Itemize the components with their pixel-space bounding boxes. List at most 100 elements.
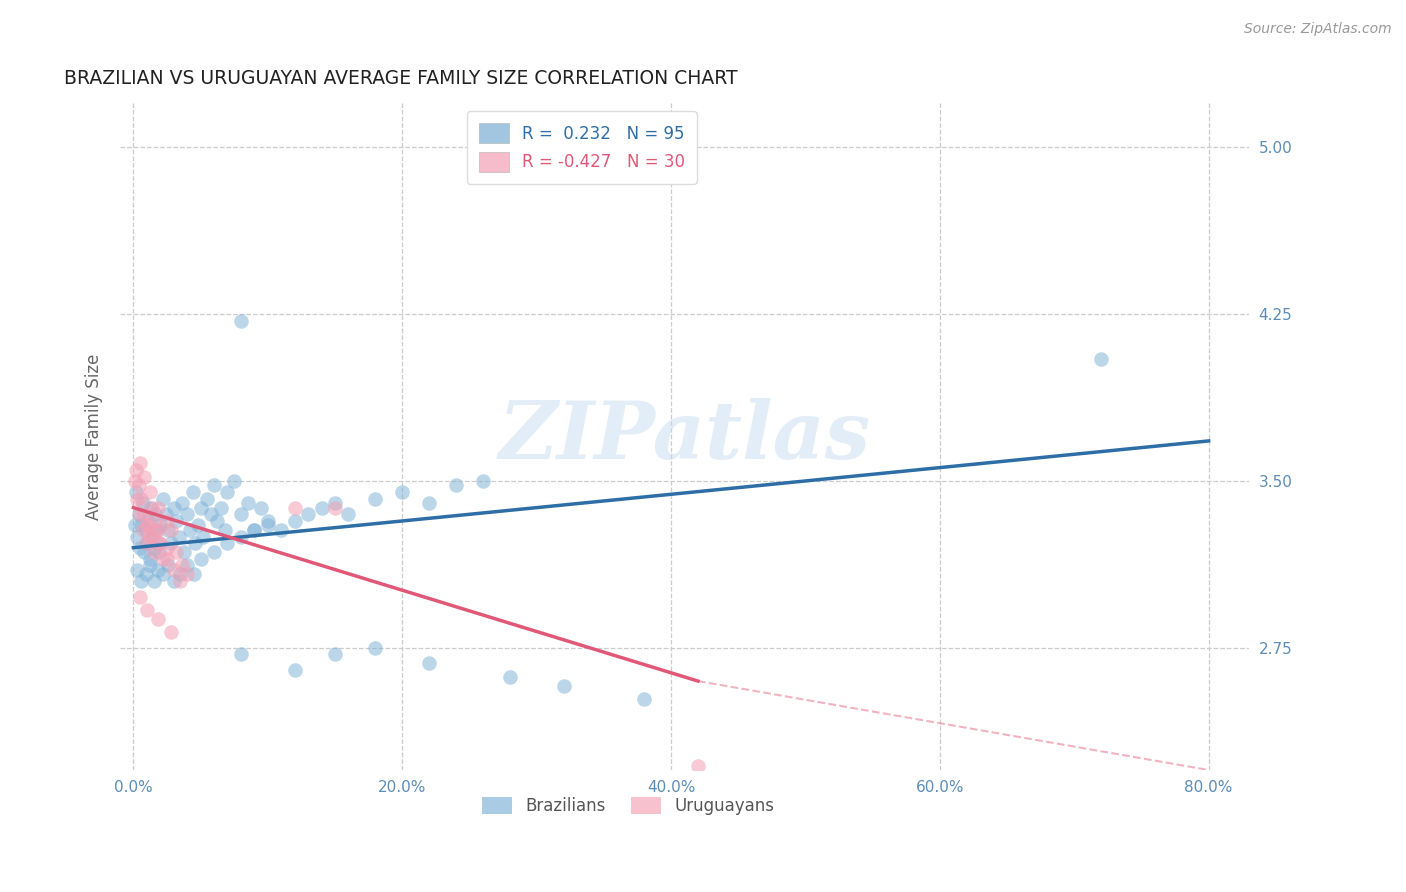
Text: Source: ZipAtlas.com: Source: ZipAtlas.com [1244,22,1392,37]
Point [364,640,387,655]
Point [148,536,170,550]
Point [139,500,162,515]
Point [157,558,180,573]
Point [471,474,494,488]
Point [152,567,174,582]
Point [243,523,266,537]
Point [297,508,319,522]
Point [160,625,183,640]
Point [135,518,157,533]
Point [132,523,155,537]
Point [337,508,360,522]
Point [134,536,156,550]
Point [146,500,169,515]
Point [127,529,149,543]
Point [129,456,152,470]
Point [214,523,236,537]
Point [200,508,222,522]
Point [143,508,166,522]
Point [1090,351,1112,366]
Point [129,590,152,604]
Point [124,518,146,533]
Point [217,485,239,500]
Point [134,523,156,537]
Point [250,500,273,515]
Point [152,551,174,566]
Point [184,536,207,550]
Point [499,670,522,684]
Point [145,523,167,537]
Point [146,612,169,626]
Point [138,529,160,543]
Point [128,478,150,492]
Point [163,500,186,515]
Point [418,657,440,671]
Point [155,508,177,522]
Point [156,514,179,528]
Text: BRAZILIAN VS URUGUAYAN AVERAGE FAMILY SIZE CORRELATION CHART: BRAZILIAN VS URUGUAYAN AVERAGE FAMILY SI… [63,69,737,87]
Point [270,523,292,537]
Point [176,567,198,582]
Point [183,567,205,582]
Point [136,514,159,528]
Point [128,508,150,522]
Point [323,500,346,515]
Point [190,500,212,515]
Point [143,514,166,528]
Point [129,541,152,555]
Point [136,518,159,533]
Point [163,563,186,577]
Point [236,496,259,510]
Text: ZIPatlas: ZIPatlas [498,398,870,475]
Point [163,574,186,588]
Point [229,508,252,522]
Point [190,551,212,566]
Point [148,545,170,559]
Point [209,500,232,515]
Point [125,485,148,500]
Point [134,469,156,483]
Point [170,558,193,573]
Point [141,500,163,515]
Point [205,514,228,528]
Point [323,496,346,510]
Point [156,551,179,566]
Point [181,485,204,500]
Point [284,663,307,677]
Point [145,523,167,537]
Point [146,523,169,537]
Point [157,523,180,537]
Point [165,545,187,559]
Point [284,514,307,528]
Point [156,541,179,555]
Point [141,529,163,543]
Point [224,474,246,488]
Point [391,485,413,500]
Point [139,529,162,543]
Point [146,563,169,577]
Point [167,529,190,543]
Point [129,508,152,522]
Point [418,496,440,510]
Point [131,491,153,506]
Point [134,545,156,559]
Point [243,523,266,537]
Point [169,567,191,582]
Point [165,514,187,528]
Point [127,491,149,506]
Point [138,558,160,573]
Point [284,500,307,515]
Point [229,314,252,328]
Point [170,496,193,510]
Point [131,518,153,533]
Point [364,491,387,506]
Point [217,536,239,550]
Y-axis label: Average Family Size: Average Family Size [86,353,103,520]
Point [176,558,198,573]
Point [444,478,467,492]
Point [160,523,183,537]
Point [127,563,149,577]
Point [229,529,252,543]
Point [633,691,655,706]
Point [173,545,195,559]
